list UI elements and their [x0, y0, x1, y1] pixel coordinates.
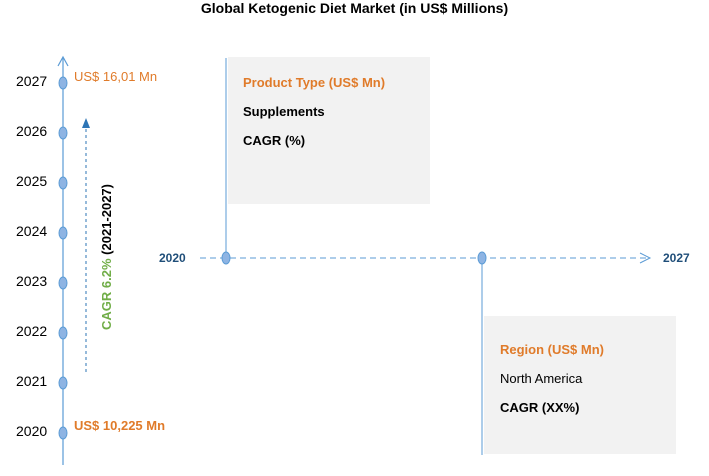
region-heading: Region (US$ Mn) [500, 342, 604, 357]
value-2027: US$ 16,01 Mn [74, 69, 158, 84]
marker-2020 [58, 426, 68, 440]
year-markers [58, 76, 68, 440]
cagr-arrowhead [82, 118, 90, 128]
cagr-period: (2021-2027) [99, 184, 114, 255]
year-label-2020: 2020 [16, 423, 48, 439]
product-type-cagr: CAGR (%) [243, 133, 306, 148]
year-label-2025: 2025 [16, 173, 48, 189]
year-label-2026: 2026 [16, 123, 48, 139]
cagr-vertical-label: CAGR 6.2% (2021-2027) [99, 184, 114, 330]
product-type-item: Supplements [243, 104, 325, 119]
marker-2026 [58, 126, 68, 140]
product-type-heading: Product Type (US$ Mn) [243, 75, 386, 90]
region-cagr: CAGR (XX%) [500, 400, 580, 415]
region-item: North America [500, 371, 583, 386]
marker-2022 [58, 326, 68, 340]
vertical-axis-arrowhead [57, 55, 69, 67]
year-label-2022: 2022 [16, 323, 48, 339]
year-label-2024: 2024 [16, 223, 48, 239]
cagr-value: CAGR 6.2% [99, 258, 114, 330]
year-label-2023: 2023 [16, 273, 48, 289]
horizontal-marker-mid [477, 251, 487, 265]
year-label-2027: 2027 [16, 73, 48, 89]
value-2020: US$ 10,225 Mn [74, 418, 166, 433]
horizontal-marker-start [221, 251, 231, 265]
year-label-2021: 2021 [16, 373, 48, 389]
marker-2023 [58, 276, 68, 290]
marker-2027 [58, 76, 68, 90]
product-type-box: Product Type (US$ Mn) Supplements CAGR (… [228, 57, 430, 204]
horizontal-end-year: 2027 [663, 251, 690, 265]
marker-2024 [58, 226, 68, 240]
marker-2025 [58, 176, 68, 190]
horizontal-axis-arrowhead [639, 252, 652, 264]
region-box: Region (US$ Mn) North America CAGR (XX%) [484, 316, 676, 454]
horizontal-start-year: 2020 [159, 251, 186, 265]
marker-2021 [58, 376, 68, 390]
chart-title: Global Ketogenic Diet Market (in US$ Mil… [200, 0, 509, 16]
